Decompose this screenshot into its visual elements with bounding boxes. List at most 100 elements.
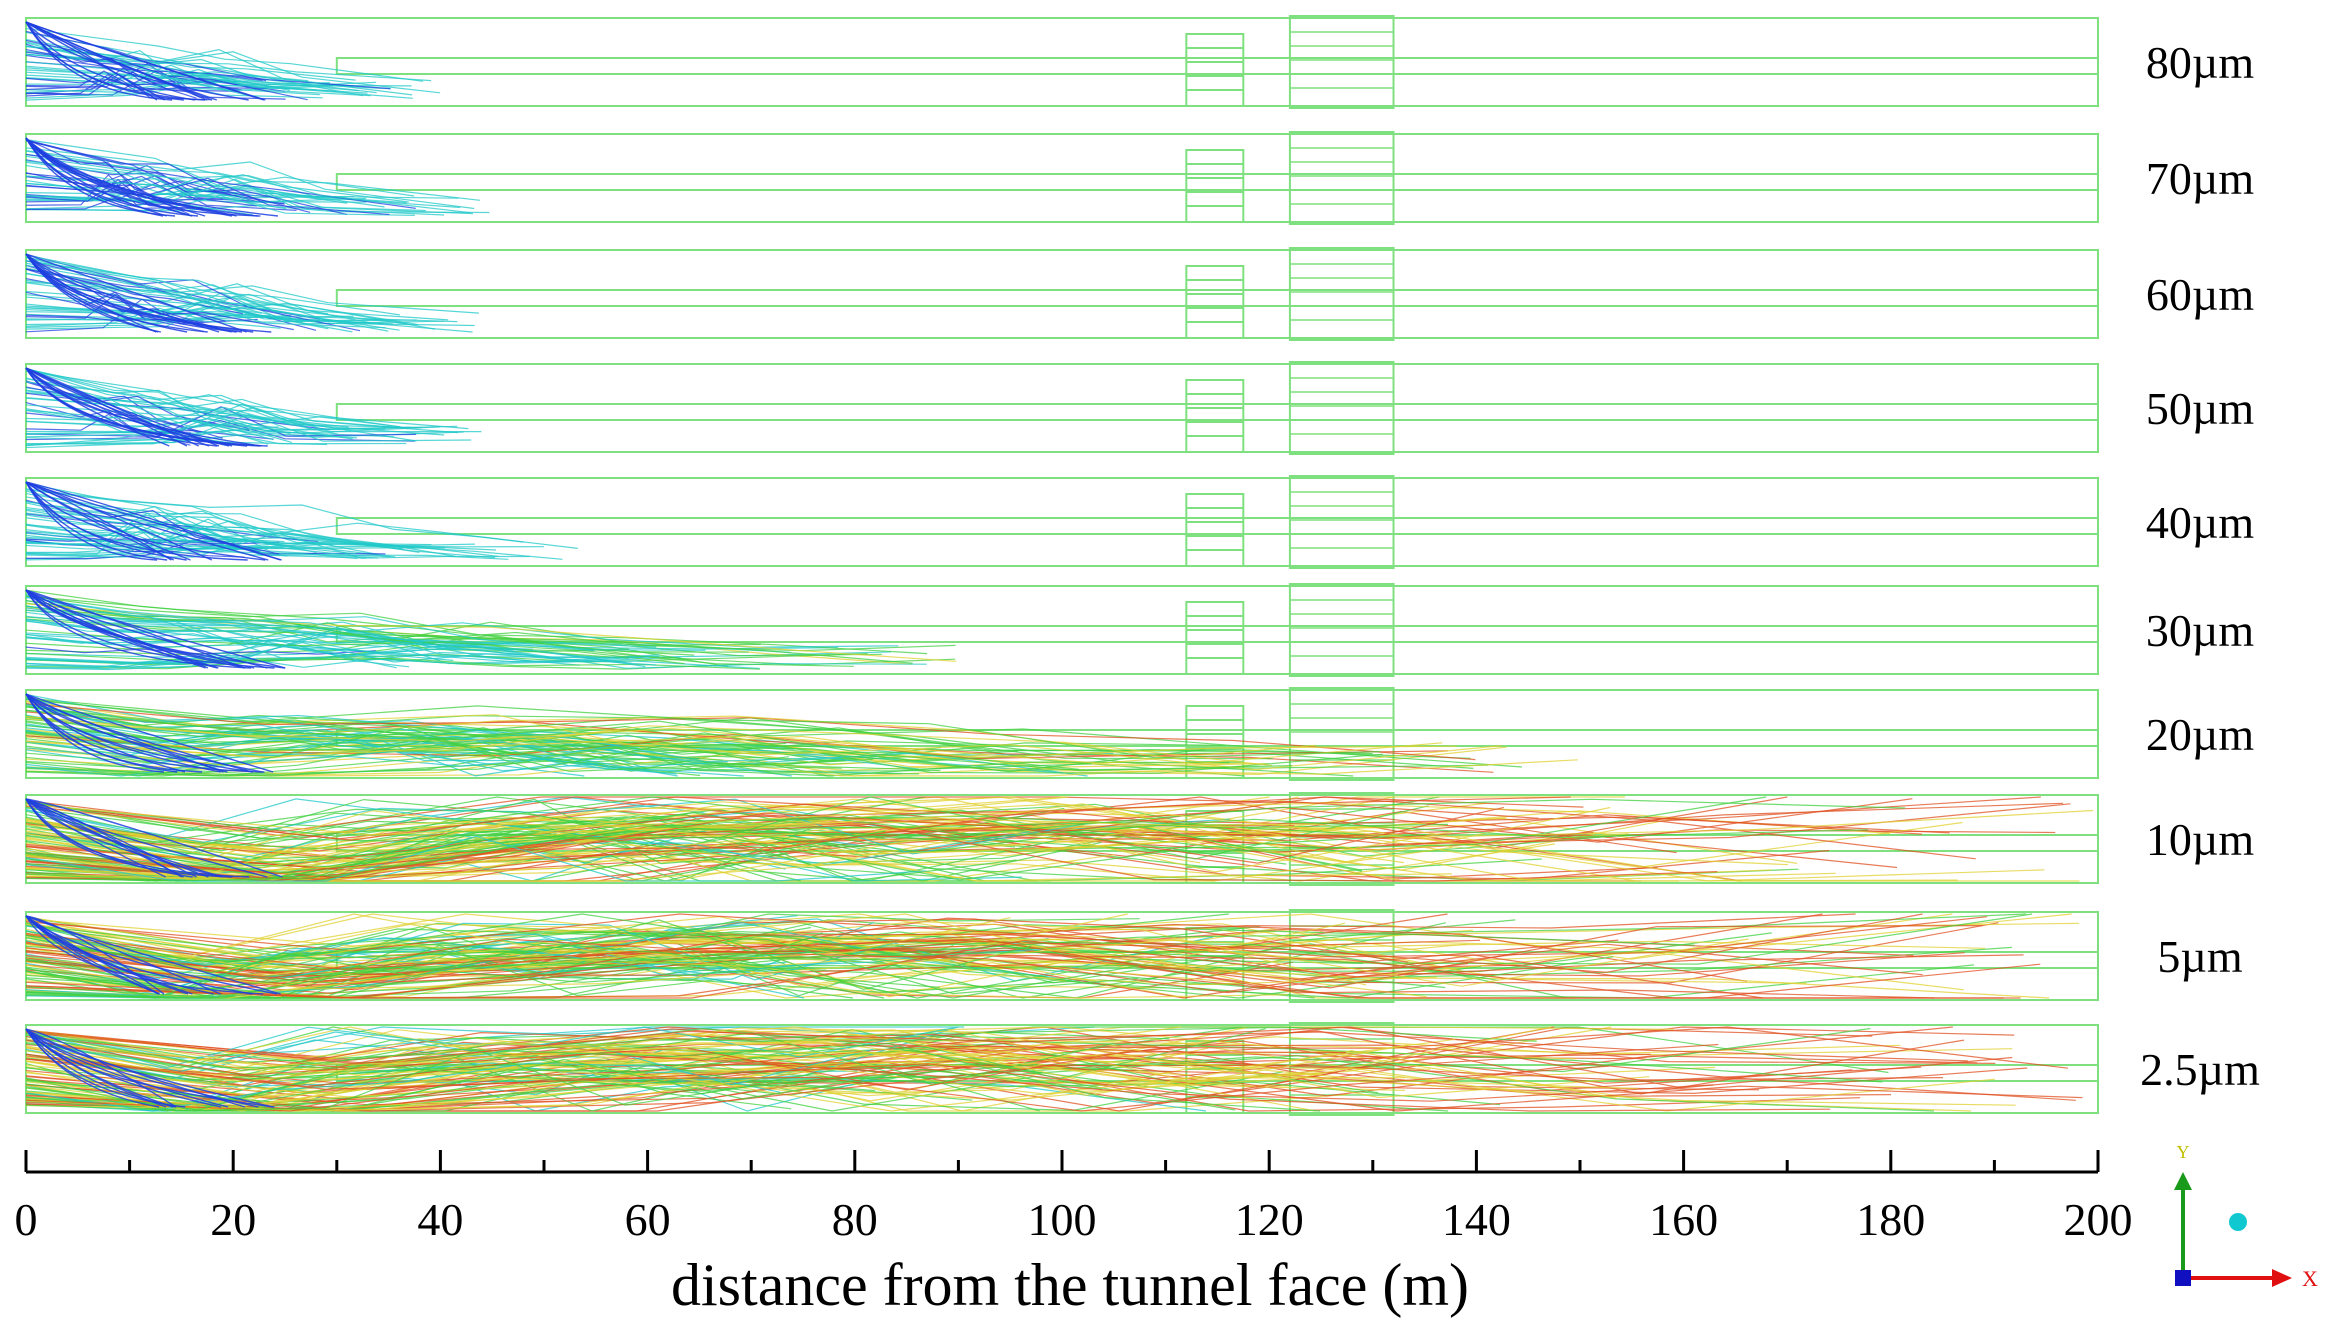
panel-6: 30µm: [25, 583, 2254, 677]
tick-label: 0: [15, 1194, 38, 1245]
particle-track: [25, 21, 206, 101]
particle-tracks: [25, 1026, 2083, 1112]
particle-track: [25, 735, 1502, 771]
particle-track: [25, 197, 203, 211]
particle-track: [25, 749, 598, 777]
particle-size-label: 5µm: [2157, 931, 2243, 982]
particle-track: [25, 367, 262, 447]
particle-track: [25, 933, 1481, 987]
ventilation-duct: [335, 517, 2099, 535]
particle-track: [25, 370, 409, 429]
particle-track: [25, 367, 210, 447]
particle-track: [25, 74, 190, 97]
particle-track: [25, 930, 1164, 969]
particle-track: [25, 796, 1270, 848]
panel-10: 2.5µm: [25, 1022, 2260, 1116]
particle-tracks: [25, 693, 1578, 777]
particle-track: [25, 253, 254, 333]
particle-track: [25, 300, 383, 324]
particle-track: [25, 596, 595, 652]
tick-label: 120: [1235, 1194, 1304, 1245]
particle-track: [25, 392, 331, 431]
particle-track: [25, 915, 221, 995]
panel-1: 80µm: [25, 15, 2254, 109]
particle-track: [25, 70, 182, 91]
particle-track: [25, 1062, 781, 1112]
particle-track: [25, 1028, 229, 1108]
particle-track: [25, 693, 253, 773]
particle-track: [25, 139, 311, 213]
particle-track: [25, 1031, 1968, 1085]
particle-track: [25, 942, 801, 999]
particle-track: [25, 815, 1453, 882]
x-axis-label: X: [2302, 1266, 2318, 1291]
particle-track: [25, 514, 356, 555]
lining-trolley: [1288, 15, 1395, 109]
particle-track: [25, 481, 281, 561]
particle-track: [25, 693, 164, 773]
particle-track: [25, 253, 247, 333]
particle-track: [25, 798, 250, 878]
particle-track: [25, 1064, 2083, 1112]
lining-trolley: [1288, 131, 1395, 225]
panel-2: 70µm: [25, 131, 2254, 225]
particle-track: [25, 380, 223, 439]
lining-trolley: [1288, 475, 1395, 569]
particle-track: [25, 174, 191, 206]
particle-track: [25, 798, 224, 878]
particle-track: [25, 952, 1288, 999]
particle-track: [25, 919, 1367, 986]
particle-track: [25, 1036, 1319, 1086]
particle-track: [25, 1042, 1409, 1092]
particle-track: [25, 817, 1836, 882]
particle-track: [25, 589, 268, 669]
particle-track: [25, 153, 416, 209]
particle-track: [25, 260, 400, 316]
particle-track: [25, 798, 197, 878]
particle-size-label: 50µm: [2146, 383, 2255, 434]
particle-track: [25, 27, 424, 82]
particle-track: [25, 1028, 177, 1108]
particle-track: [25, 693, 274, 773]
particle-track: [25, 404, 445, 436]
particle-track: [25, 1055, 1831, 1112]
particle-track: [25, 42, 255, 98]
particle-track: [25, 291, 204, 332]
particle-track: [25, 178, 445, 216]
particle-tracks: [25, 796, 2094, 882]
particle-size-label: 60µm: [2146, 269, 2255, 320]
trolley-structure: [1185, 379, 1245, 453]
panel-4: 50µm: [25, 361, 2255, 455]
panels-group: 80µm 70µm 60µm 50µm 40µm 30µm 20µm 10µm 5µm 2.5µm: [25, 15, 2260, 1116]
particle-track: [25, 913, 1140, 983]
particle-track: [25, 1028, 273, 1108]
tick-label: 140: [1442, 1194, 1511, 1245]
particle-track: [25, 938, 1469, 994]
particle-track: [25, 939, 2024, 999]
y-arrowhead: [2174, 1172, 2192, 1190]
particle-size-label: 10µm: [2146, 814, 2255, 865]
particle-track: [25, 254, 370, 324]
particle-track: [25, 589, 219, 669]
particle-track: [25, 367, 170, 447]
particle-track: [25, 735, 1457, 759]
tick-label: 60: [625, 1194, 671, 1245]
tick-label: 180: [1856, 1194, 1925, 1245]
panel-3: 60µm: [25, 247, 2255, 341]
tick-label: 40: [417, 1194, 463, 1245]
particle-track: [25, 1064, 1038, 1112]
tick-label: 200: [2064, 1194, 2133, 1245]
panel-8: 10µm: [25, 792, 2255, 886]
particle-track: [25, 803, 2094, 839]
particle-track: [25, 1039, 1617, 1099]
particle-track: [25, 818, 1869, 877]
particle-track: [25, 800, 1539, 875]
particle-track: [25, 798, 209, 878]
particle-track: [25, 965, 1140, 999]
trolley-structure: [1185, 493, 1245, 567]
z-axis-marker: [2175, 1270, 2191, 1286]
particle-track: [25, 738, 842, 777]
particle-track: [25, 605, 749, 653]
particle-track: [25, 1027, 1456, 1071]
